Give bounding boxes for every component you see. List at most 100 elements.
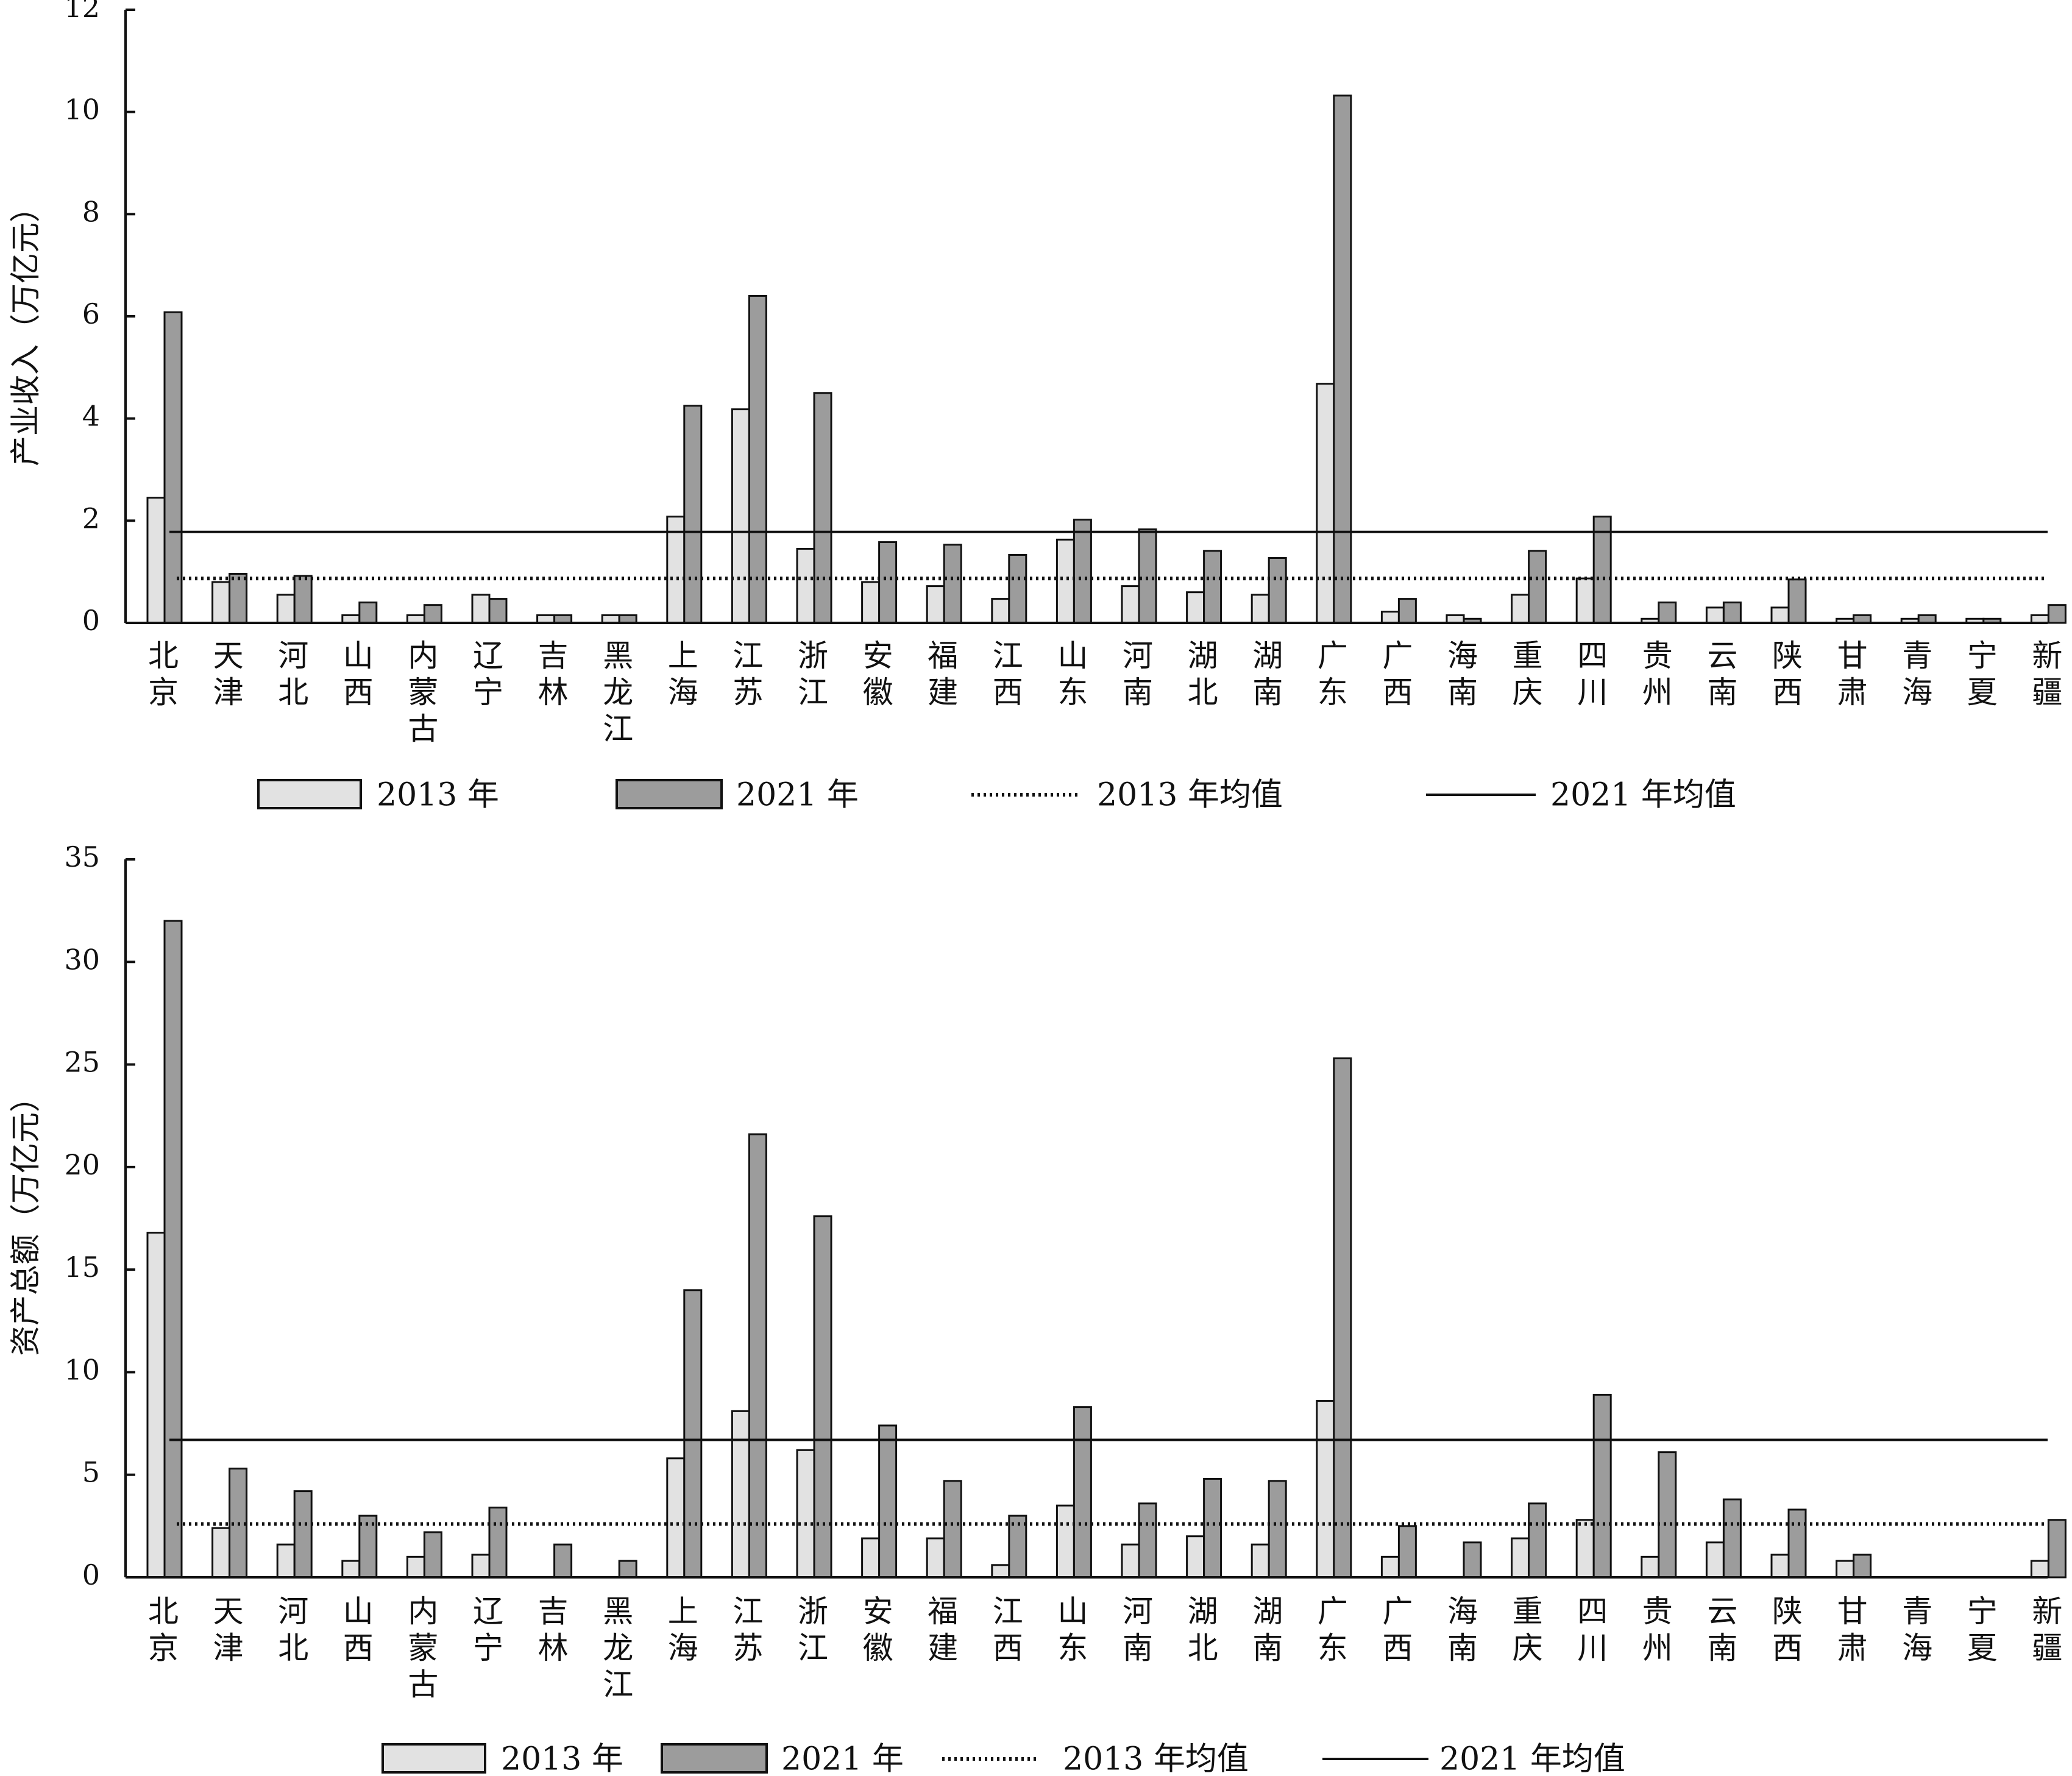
category-label-3-1: 西 — [343, 1630, 374, 1666]
bar-2021-16 — [1203, 1477, 1222, 1579]
category-label-1-1: 津 — [213, 1630, 244, 1666]
legend-label-2021: 2021 年 — [736, 777, 859, 814]
category-label-0-1: 京 — [148, 1630, 179, 1666]
bar-2021-0 — [163, 311, 183, 624]
legend-label-2021-mean: 2021 年均值 — [1439, 1741, 1625, 1776]
category-label-21-1: 庆 — [1513, 1630, 1543, 1666]
bar-2021-2 — [293, 575, 313, 624]
category-label-14-1: 东 — [1057, 1630, 1088, 1666]
category-label-19-1: 西 — [1382, 675, 1413, 710]
legend-label-2013: 2013 年 — [377, 777, 499, 814]
category-label-17-1: 南 — [1252, 675, 1283, 710]
bar-2013-24 — [1705, 606, 1725, 624]
category-label-1-0: 天 — [213, 638, 244, 673]
category-label-4-0: 内 — [408, 1594, 438, 1629]
chart-2-ylabel: 资产总额（万亿元） — [8, 1082, 43, 1356]
category-label-2-0: 河 — [278, 638, 308, 673]
y-tick-label-6: 30 — [64, 943, 100, 976]
bar-2021-6 — [553, 1543, 573, 1579]
bar-2021-22 — [1592, 1393, 1612, 1579]
category-label-29-1: 疆 — [2032, 675, 2062, 710]
category-label-4-1: 蒙 — [408, 1630, 438, 1666]
bar-2013-22 — [1575, 577, 1595, 624]
category-label-14-0: 山 — [1057, 638, 1088, 673]
category-label-12-0: 福 — [928, 1594, 958, 1629]
bar-2021-17 — [1268, 1480, 1287, 1579]
legend-label-2013-mean: 2013 年均值 — [1063, 1741, 1249, 1776]
category-label-0-0: 北 — [148, 1594, 179, 1629]
category-label-4-0: 内 — [408, 638, 438, 673]
category-label-15-0: 河 — [1123, 1594, 1153, 1629]
bar-2013-11 — [861, 1537, 881, 1579]
category-label-5-0: 辽 — [473, 638, 503, 673]
category-label-27-1: 海 — [1902, 675, 1932, 710]
category-label-11-0: 安 — [863, 1594, 893, 1629]
bar-2013-18 — [1316, 1400, 1335, 1579]
bar-2021-8 — [683, 1289, 703, 1579]
bar-2013-1 — [211, 581, 231, 624]
category-label-21-1: 庆 — [1513, 675, 1543, 710]
bar-2013-15 — [1121, 1543, 1140, 1579]
y-tick-label-2: 10 — [64, 1353, 100, 1386]
category-label-5-0: 辽 — [473, 1594, 503, 1629]
category-label-25-1: 西 — [1772, 675, 1803, 710]
bar-2021-29 — [2047, 1519, 2067, 1579]
bar-2013-23 — [1641, 1555, 1660, 1579]
y-tick-label-2: 4 — [82, 400, 100, 433]
bar-2013-17 — [1251, 1543, 1270, 1579]
bar-2021-24 — [1722, 1498, 1742, 1579]
category-label-3-0: 山 — [343, 1594, 374, 1629]
bar-2013-29 — [2030, 1560, 2049, 1579]
bar-2021-3 — [358, 1515, 378, 1579]
category-label-29-0: 新 — [2032, 638, 2062, 673]
bar-2021-15 — [1138, 528, 1157, 624]
legend-swatch-2021 — [661, 1743, 768, 1774]
category-label-26-0: 甘 — [1837, 638, 1868, 673]
bar-2021-18 — [1333, 94, 1352, 624]
category-label-28-1: 夏 — [1967, 675, 1998, 710]
bar-2021-7 — [618, 1560, 637, 1579]
legend-label-2013-mean: 2013 年均值 — [1097, 777, 1283, 814]
category-label-17-0: 湖 — [1252, 638, 1283, 673]
chart-2-mean-lines — [169, 1438, 2048, 1526]
category-label-18-1: 东 — [1318, 675, 1348, 710]
category-label-7-2: 江 — [603, 711, 633, 747]
legend-swatch-2013 — [257, 779, 362, 809]
bar-2013-26 — [1836, 1560, 1855, 1579]
y-tick-label-3: 15 — [64, 1251, 100, 1284]
category-label-18-0: 广 — [1318, 1594, 1348, 1629]
category-label-5-1: 宁 — [473, 1630, 503, 1666]
category-label-15-1: 南 — [1123, 675, 1153, 710]
bar-2021-24 — [1722, 601, 1742, 624]
category-label-6-1: 林 — [538, 675, 569, 710]
bar-2021-14 — [1073, 519, 1092, 624]
category-label-7-1: 龙 — [603, 675, 633, 710]
category-label-1-0: 天 — [213, 1594, 244, 1629]
category-label-8-1: 海 — [668, 675, 698, 710]
y-tick-label-4: 20 — [64, 1148, 100, 1181]
bar-2013-11 — [861, 581, 881, 624]
category-label-19-0: 广 — [1382, 1594, 1413, 1629]
category-label-20-1: 南 — [1447, 675, 1478, 710]
bar-2021-4 — [423, 604, 442, 624]
bar-2013-12 — [926, 1537, 945, 1579]
category-label-28-0: 宁 — [1967, 1594, 1998, 1629]
category-label-11-1: 徽 — [863, 1630, 893, 1666]
category-label-13-1: 西 — [993, 675, 1023, 710]
category-label-28-1: 夏 — [1967, 1630, 1998, 1666]
bar-2021-16 — [1203, 550, 1222, 624]
bar-2021-15 — [1138, 1502, 1157, 1579]
category-label-13-1: 西 — [993, 1630, 1023, 1666]
bar-2013-25 — [1770, 606, 1790, 624]
bar-2013-13 — [991, 598, 1010, 624]
category-label-16-1: 北 — [1188, 675, 1218, 710]
category-label-24-0: 云 — [1707, 1594, 1737, 1629]
chart-1-mean-lines — [169, 530, 2048, 581]
bar-2021-14 — [1073, 1406, 1092, 1579]
category-label-4-1: 蒙 — [408, 675, 438, 710]
bar-2021-13 — [1008, 554, 1027, 624]
y-tick-label-5: 25 — [64, 1046, 100, 1079]
category-label-17-1: 南 — [1252, 1630, 1283, 1666]
chart-1-ylabel: 产业收入（万亿元） — [8, 192, 43, 466]
